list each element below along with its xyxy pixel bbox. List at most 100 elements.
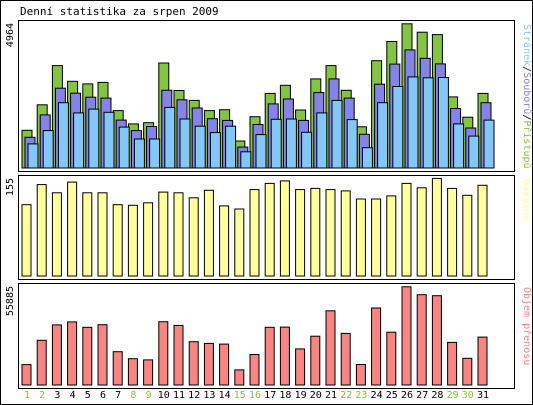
bar-stranek-day-21: [331, 99, 343, 169]
bar-stranek-day-20: [316, 112, 328, 169]
bar-navstev-day-10: [158, 191, 169, 277]
bar-stranek-day-29: [453, 123, 465, 169]
bar-stranek-day-7: [118, 126, 130, 169]
bar-navstev-day-12: [188, 197, 199, 277]
panel-3: 55885 Objem přenosu: [5, 283, 533, 389]
series-label-part: /: [521, 66, 532, 72]
day-label-12: 12: [188, 390, 200, 401]
bar-objem-day-8: [127, 358, 138, 386]
bar-navstev-day-16: [249, 189, 260, 277]
bar-navstev-day-9: [143, 202, 154, 277]
bar-stranek-day-28: [437, 77, 449, 169]
bar-stranek-day-26: [407, 76, 419, 169]
bar-objem-day-27: [416, 294, 427, 386]
bar-stranek-day-16: [255, 134, 267, 169]
bar-stranek-day-24: [377, 102, 389, 169]
series-label-part: Objem přenosu: [521, 287, 533, 365]
day-label-22: 22: [340, 390, 352, 401]
day-label-20: 20: [310, 390, 322, 401]
bar-objem-day-9: [143, 359, 154, 386]
bar-objem-day-19: [295, 348, 306, 386]
bar-objem-day-18: [279, 326, 290, 386]
bar-stranek-day-1: [27, 143, 39, 169]
day-label-28: 28: [431, 390, 443, 401]
bar-navstev-day-6: [97, 192, 108, 277]
bar-navstev-day-21: [325, 189, 336, 277]
bar-stranek-day-17: [270, 118, 282, 169]
panel-2: 155 Návštěv: [5, 175, 533, 280]
series-label-part: Souborů: [521, 72, 533, 114]
day-label-27: 27: [416, 390, 428, 401]
bar-objem-day-11: [173, 324, 184, 386]
bar-navstev-day-15: [234, 208, 245, 277]
day-label-4: 4: [70, 390, 76, 401]
panel-series-label: Návštěv: [521, 179, 533, 221]
bar-navstev-day-26: [401, 182, 412, 277]
chart-title: Denní statistika za srpen 2009: [20, 5, 219, 18]
bar-stranek-day-23: [361, 147, 373, 169]
bar-objem-day-12: [188, 341, 199, 386]
bar-stranek-day-18: [285, 118, 297, 169]
day-label-11: 11: [173, 390, 185, 401]
bar-stranek-day-4: [73, 112, 85, 169]
bar-stranek-day-22: [346, 119, 358, 169]
bar-objem-day-4: [67, 321, 78, 386]
bar-stranek-day-2: [42, 130, 54, 169]
bar-objem-day-30: [462, 357, 473, 386]
panel-1: 4964 Stránek/Souborů/Přístupů: [5, 20, 533, 172]
bar-navstev-day-29: [447, 187, 458, 277]
bar-objem-day-22: [340, 332, 351, 386]
series-label-part: Přístupů: [521, 120, 533, 168]
bar-objem-day-1: [21, 364, 32, 386]
day-label-26: 26: [401, 390, 413, 401]
bar-navstev-day-3: [51, 192, 62, 277]
bar-objem-day-23: [355, 364, 366, 386]
bar-objem-day-17: [264, 326, 275, 386]
day-label-2: 2: [39, 390, 45, 401]
bar-objem-day-13: [203, 342, 214, 386]
bar-stranek-day-30: [468, 135, 480, 169]
bar-objem-day-16: [249, 354, 260, 386]
bar-navstev-day-5: [82, 192, 93, 277]
bar-objem-day-26: [401, 286, 412, 386]
day-label-23: 23: [355, 390, 367, 401]
bar-objem-day-5: [82, 326, 93, 386]
bar-navstev-day-17: [264, 182, 275, 277]
bar-stranek-day-11: [179, 118, 191, 169]
bar-stranek-day-31: [483, 119, 495, 169]
bar-objem-day-10: [158, 321, 169, 386]
day-label-15: 15: [234, 390, 246, 401]
day-label-17: 17: [264, 390, 276, 401]
series-label-part: Návštěv: [521, 179, 533, 221]
bar-stranek-day-15: [240, 151, 252, 169]
bar-navstev-day-2: [36, 184, 47, 277]
bar-objem-day-15: [234, 369, 245, 386]
bar-stranek-day-27: [422, 77, 434, 169]
bar-stranek-day-10: [164, 106, 176, 169]
bar-navstev-day-27: [416, 187, 427, 277]
bar-stranek-day-5: [88, 108, 100, 169]
day-label-10: 10: [158, 390, 170, 401]
bar-objem-day-28: [431, 295, 442, 386]
bar-stranek-day-14: [225, 125, 237, 169]
day-label-5: 5: [85, 390, 91, 401]
day-label-25: 25: [386, 390, 398, 401]
bar-navstev-day-1: [21, 204, 32, 277]
panel-max-label: 155: [5, 178, 16, 196]
bar-navstev-day-24: [371, 198, 382, 277]
bar-objem-day-7: [112, 351, 123, 386]
day-label-31: 31: [477, 390, 489, 401]
day-label-6: 6: [100, 390, 106, 401]
bar-objem-day-21: [325, 310, 336, 386]
bar-objem-day-2: [36, 339, 47, 386]
bar-navstev-day-11: [173, 192, 184, 277]
day-label-16: 16: [249, 390, 261, 401]
bar-stranek-day-13: [209, 132, 221, 169]
bar-navstev-day-19: [295, 189, 306, 277]
day-label-19: 19: [295, 390, 307, 401]
panel-series-label: Objem přenosu: [521, 287, 533, 365]
bar-navstev-day-18: [279, 180, 290, 277]
